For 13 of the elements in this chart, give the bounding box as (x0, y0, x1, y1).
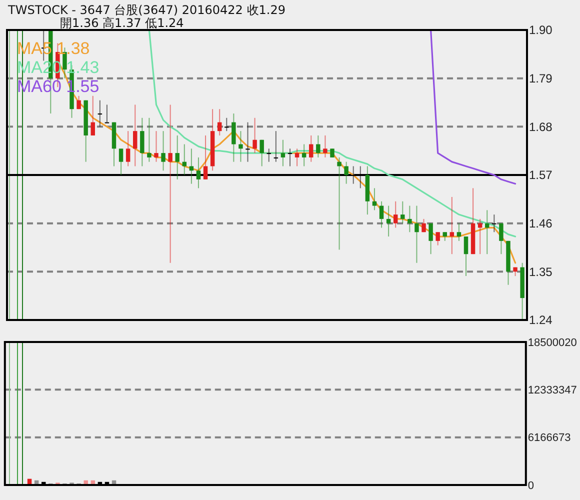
y-tick-label: 6166673 (528, 432, 571, 444)
y-tick-label: 1.46 (529, 216, 553, 231)
y-tick-label: 1.57 (529, 168, 553, 182)
y-tick-label: 1.90 (529, 23, 553, 38)
y-tick-label: 1.79 (529, 72, 553, 86)
y-tick-label: 1.68 (529, 120, 553, 134)
y-tick-label: 18500020 (528, 336, 577, 349)
chart-subtitle: 開1.36 高1.37 低1.24 (60, 16, 184, 30)
chart-title: TWSTOCK - 3647 台股(3647) 20160422 收1.29 (7, 3, 286, 17)
y-tick-label: 1.24 (529, 313, 553, 328)
y-tick-label: 12333347 (528, 384, 577, 397)
y-tick-label: 0 (528, 480, 534, 492)
y-tick-label: 1.35 (529, 264, 553, 279)
